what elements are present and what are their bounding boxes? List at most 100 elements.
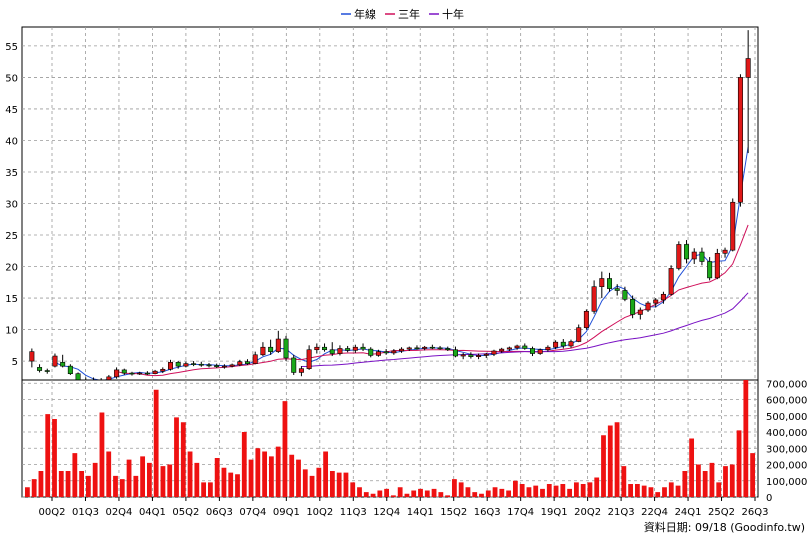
x-tick-label: 14Q1 <box>407 507 434 518</box>
volume-bar <box>723 466 728 497</box>
candle-body <box>591 286 597 312</box>
volume-bar <box>601 435 606 497</box>
volume-bar <box>343 472 349 497</box>
candle-body <box>614 288 620 291</box>
volume-bar <box>316 467 322 497</box>
candle-body <box>260 346 266 356</box>
candle-body <box>399 348 405 352</box>
price-pane: 5 10 15 20 25 30 35 40 45 50 55 <box>5 26 759 384</box>
candle-body <box>29 351 35 362</box>
volume-bar <box>411 490 417 497</box>
candle-body <box>314 346 320 351</box>
volume-bar <box>479 493 484 497</box>
candle-body <box>67 365 73 374</box>
volume-bar <box>370 493 376 497</box>
candle-body <box>52 355 58 367</box>
volume-bar <box>377 490 383 497</box>
candle-body <box>352 346 358 351</box>
candle-body <box>368 348 374 356</box>
volume-bar <box>675 485 681 497</box>
volume-bar <box>485 490 491 497</box>
volume-bar <box>729 464 735 497</box>
candle-body <box>275 338 281 352</box>
volume-bar <box>275 446 281 497</box>
candle-body <box>44 370 50 372</box>
volume-bar <box>655 492 661 497</box>
x-tick-label: 05Q2 <box>172 507 199 518</box>
x-tick-label: 20Q2 <box>574 507 601 518</box>
volume-bar <box>65 471 71 497</box>
candle-body <box>252 354 258 364</box>
x-tick-label: 02Q4 <box>105 507 132 518</box>
volume-bar <box>268 456 274 497</box>
volume-bar <box>533 485 539 497</box>
candle-body <box>445 348 451 351</box>
candle-body <box>429 346 435 349</box>
candle-body <box>229 364 235 367</box>
candle-body <box>206 364 212 367</box>
candle-body <box>129 372 135 375</box>
volume-bar <box>201 482 207 497</box>
volume-bar <box>153 389 159 497</box>
volume-bar <box>160 466 166 497</box>
legend-label-annual: 年線 <box>354 7 376 21</box>
volume-bar <box>431 488 437 497</box>
candle-body <box>514 345 520 349</box>
x-tick-label: 15Q2 <box>440 507 467 518</box>
candle-body <box>684 244 690 260</box>
candle-body <box>560 341 566 347</box>
volume-tick-label: 300,000 <box>766 444 807 455</box>
candle-body <box>437 347 443 350</box>
candle-body <box>668 268 674 295</box>
x-tick-label: 24Q1 <box>675 507 702 518</box>
volume-bar <box>445 495 451 497</box>
candle-body <box>375 351 381 356</box>
volume-bar <box>634 484 640 497</box>
volume-bar <box>404 493 410 497</box>
volume-bar <box>451 479 457 497</box>
volume-bar <box>540 488 545 497</box>
volume-bar <box>689 438 695 497</box>
volume-bar <box>424 490 430 497</box>
volume-bar <box>228 472 234 497</box>
candle-body <box>391 350 397 354</box>
candle-body <box>637 309 643 315</box>
candle-body <box>452 349 458 357</box>
volume-bar <box>187 451 193 497</box>
volume-bar <box>499 488 505 497</box>
volume-bar <box>255 448 261 497</box>
price-tick-label: 55 <box>5 42 18 53</box>
candle-body <box>183 363 189 367</box>
volume-bar <box>628 484 634 497</box>
volume-bar <box>106 451 112 497</box>
ma-ten-year-line <box>301 292 749 367</box>
volume-bar <box>24 487 30 497</box>
candle-body <box>237 361 243 366</box>
candle-body <box>291 357 297 373</box>
volume-bar <box>262 451 268 497</box>
volume-bar <box>113 475 118 497</box>
volume-bar <box>594 477 600 497</box>
volume-bar <box>99 412 105 497</box>
candle-body <box>506 347 512 350</box>
volume-tick-label: 100,000 <box>766 477 807 488</box>
volume-bar <box>648 487 654 497</box>
volume-tick-label: 500,000 <box>766 412 807 423</box>
volume-bar <box>309 475 315 497</box>
candle-body <box>383 351 389 354</box>
volume-bar <box>519 484 525 497</box>
ma-three-year-line <box>116 224 749 377</box>
candle-body <box>722 249 728 254</box>
candle-body <box>553 341 559 348</box>
volume-bar <box>397 487 403 497</box>
candle-body <box>283 338 289 359</box>
candle-body <box>114 369 120 378</box>
candle-body <box>460 354 466 357</box>
candle-body <box>714 252 720 279</box>
candle-body <box>491 350 497 355</box>
legend-label-three-year: 三年 <box>398 7 420 21</box>
volume-tick-label: 600,000 <box>766 396 807 407</box>
volume-bar <box>682 471 688 497</box>
price-tick-label: 15 <box>5 294 18 305</box>
